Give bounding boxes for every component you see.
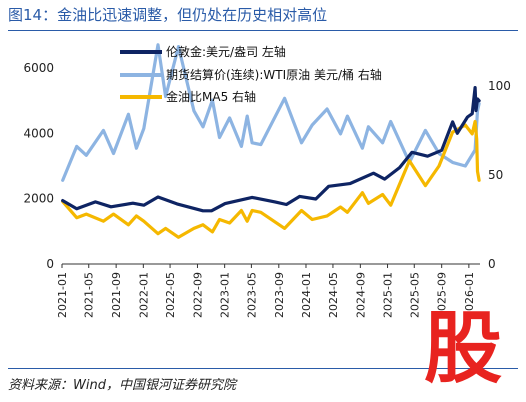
x-tick-label: 2024-09	[354, 272, 367, 318]
title-divider	[8, 30, 518, 31]
y-left-tick-label: 0	[46, 257, 54, 271]
x-tick-label: 2025-09	[436, 272, 449, 318]
series-lines	[61, 43, 481, 239]
series-line-2	[61, 43, 481, 182]
legend-label-2: 期货结算价(连续):WTI原油 美元/桶 右轴	[166, 67, 382, 82]
x-tick-label: 2022-09	[191, 272, 204, 318]
x-tick-label: 2025-05	[408, 272, 421, 318]
y-right-tick-label: 100	[488, 79, 511, 93]
source-note: 资料来源：Wind，中国银河证券研究院	[8, 378, 236, 393]
page-title: 图14：金油比迅速调整，但仍处在历史相对高位	[8, 6, 328, 24]
series-line-3	[61, 119, 481, 239]
x-tick-label: 2026-01	[463, 272, 476, 318]
source-divider	[8, 368, 518, 369]
y-left-tick-label: 2000	[23, 192, 54, 206]
x-tick-label: 2022-01	[137, 272, 150, 318]
y-right-tick-label: 0	[488, 257, 496, 271]
watermark-logo: 股	[424, 305, 502, 385]
x-tick-label: 2021-09	[110, 272, 123, 318]
x-tick-label: 2021-01	[56, 272, 69, 318]
y-left-tick-label: 4000	[23, 126, 54, 140]
x-tick-label: 2024-05	[327, 272, 340, 318]
legend-label-1: 伦敦金:美元/盎司 左轴	[166, 44, 286, 59]
axes: 0 2000 4000 6000 0 50 100 2021-01 2021-05 2021-09…	[23, 61, 510, 318]
x-tick-label: 2024-01	[300, 272, 313, 318]
x-tick-label: 2023-01	[219, 272, 232, 318]
series-line-1	[61, 86, 481, 213]
svg-text:股: 股	[424, 305, 502, 385]
y-right-tick-label: 50	[488, 168, 503, 182]
y-left-tick-label: 6000	[23, 61, 54, 75]
legend-label-3: 金油比MA5 右轴	[166, 89, 256, 104]
x-tick-label: 2021-05	[83, 272, 96, 318]
x-tick-label: 2023-09	[273, 272, 286, 318]
x-tick-label: 2023-05	[245, 272, 258, 318]
x-tick-label: 2025-01	[382, 272, 395, 318]
x-tick-label: 2022-05	[164, 272, 177, 318]
